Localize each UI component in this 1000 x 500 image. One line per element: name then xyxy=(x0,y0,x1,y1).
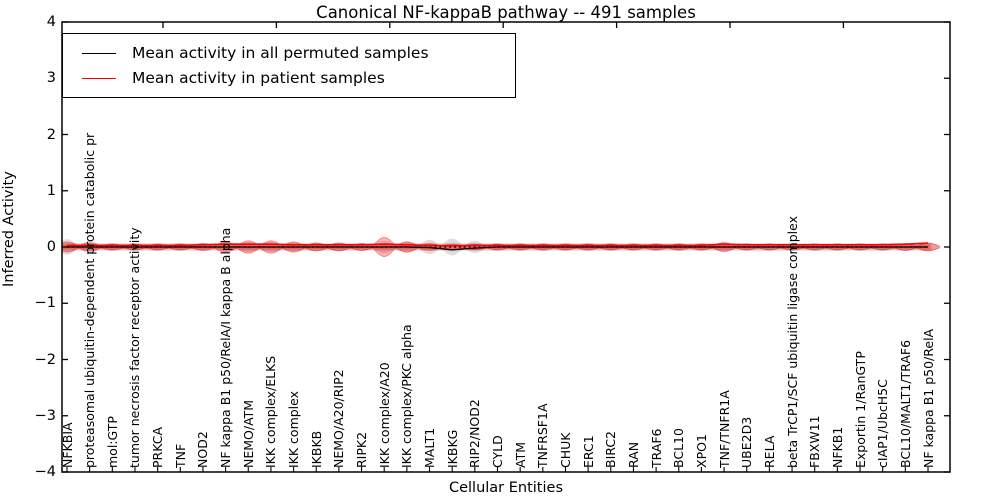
y-tick-label: −4 xyxy=(34,464,56,480)
legend: Mean activity in all permuted samples Me… xyxy=(62,33,516,98)
patient-line-swatch-icon xyxy=(82,77,116,79)
x-axis-title: Cellular Entities xyxy=(448,480,564,496)
y-tick-label: 3 xyxy=(46,70,56,87)
permuted-line-swatch-icon xyxy=(82,52,116,54)
y-tick-label: 2 xyxy=(46,126,56,143)
y-tick-label: 0 xyxy=(46,239,56,255)
permuted-violin xyxy=(440,238,464,256)
y-axis-title: Inferred Activity xyxy=(1,171,17,287)
chart-title: Canonical NF-kappaB pathway -- 491 sampl… xyxy=(316,3,696,22)
y-tick-label: 1 xyxy=(46,182,56,199)
legend-item-permuted: Mean activity in all permuted samples xyxy=(63,44,515,62)
y-tick-label: −1 xyxy=(34,295,56,312)
legend-item-patient: Mean activity in patient samples xyxy=(63,69,515,87)
y-tick-label: 4 xyxy=(46,14,56,30)
legend-label-patient: Mean activity in patient samples xyxy=(132,69,385,87)
y-tick-label: −2 xyxy=(34,351,56,368)
legend-label-permuted: Mean activity in all permuted samples xyxy=(132,44,429,62)
y-tick-label: −3 xyxy=(34,407,56,424)
violin-group xyxy=(62,237,940,257)
patient-mean-line xyxy=(67,242,929,247)
